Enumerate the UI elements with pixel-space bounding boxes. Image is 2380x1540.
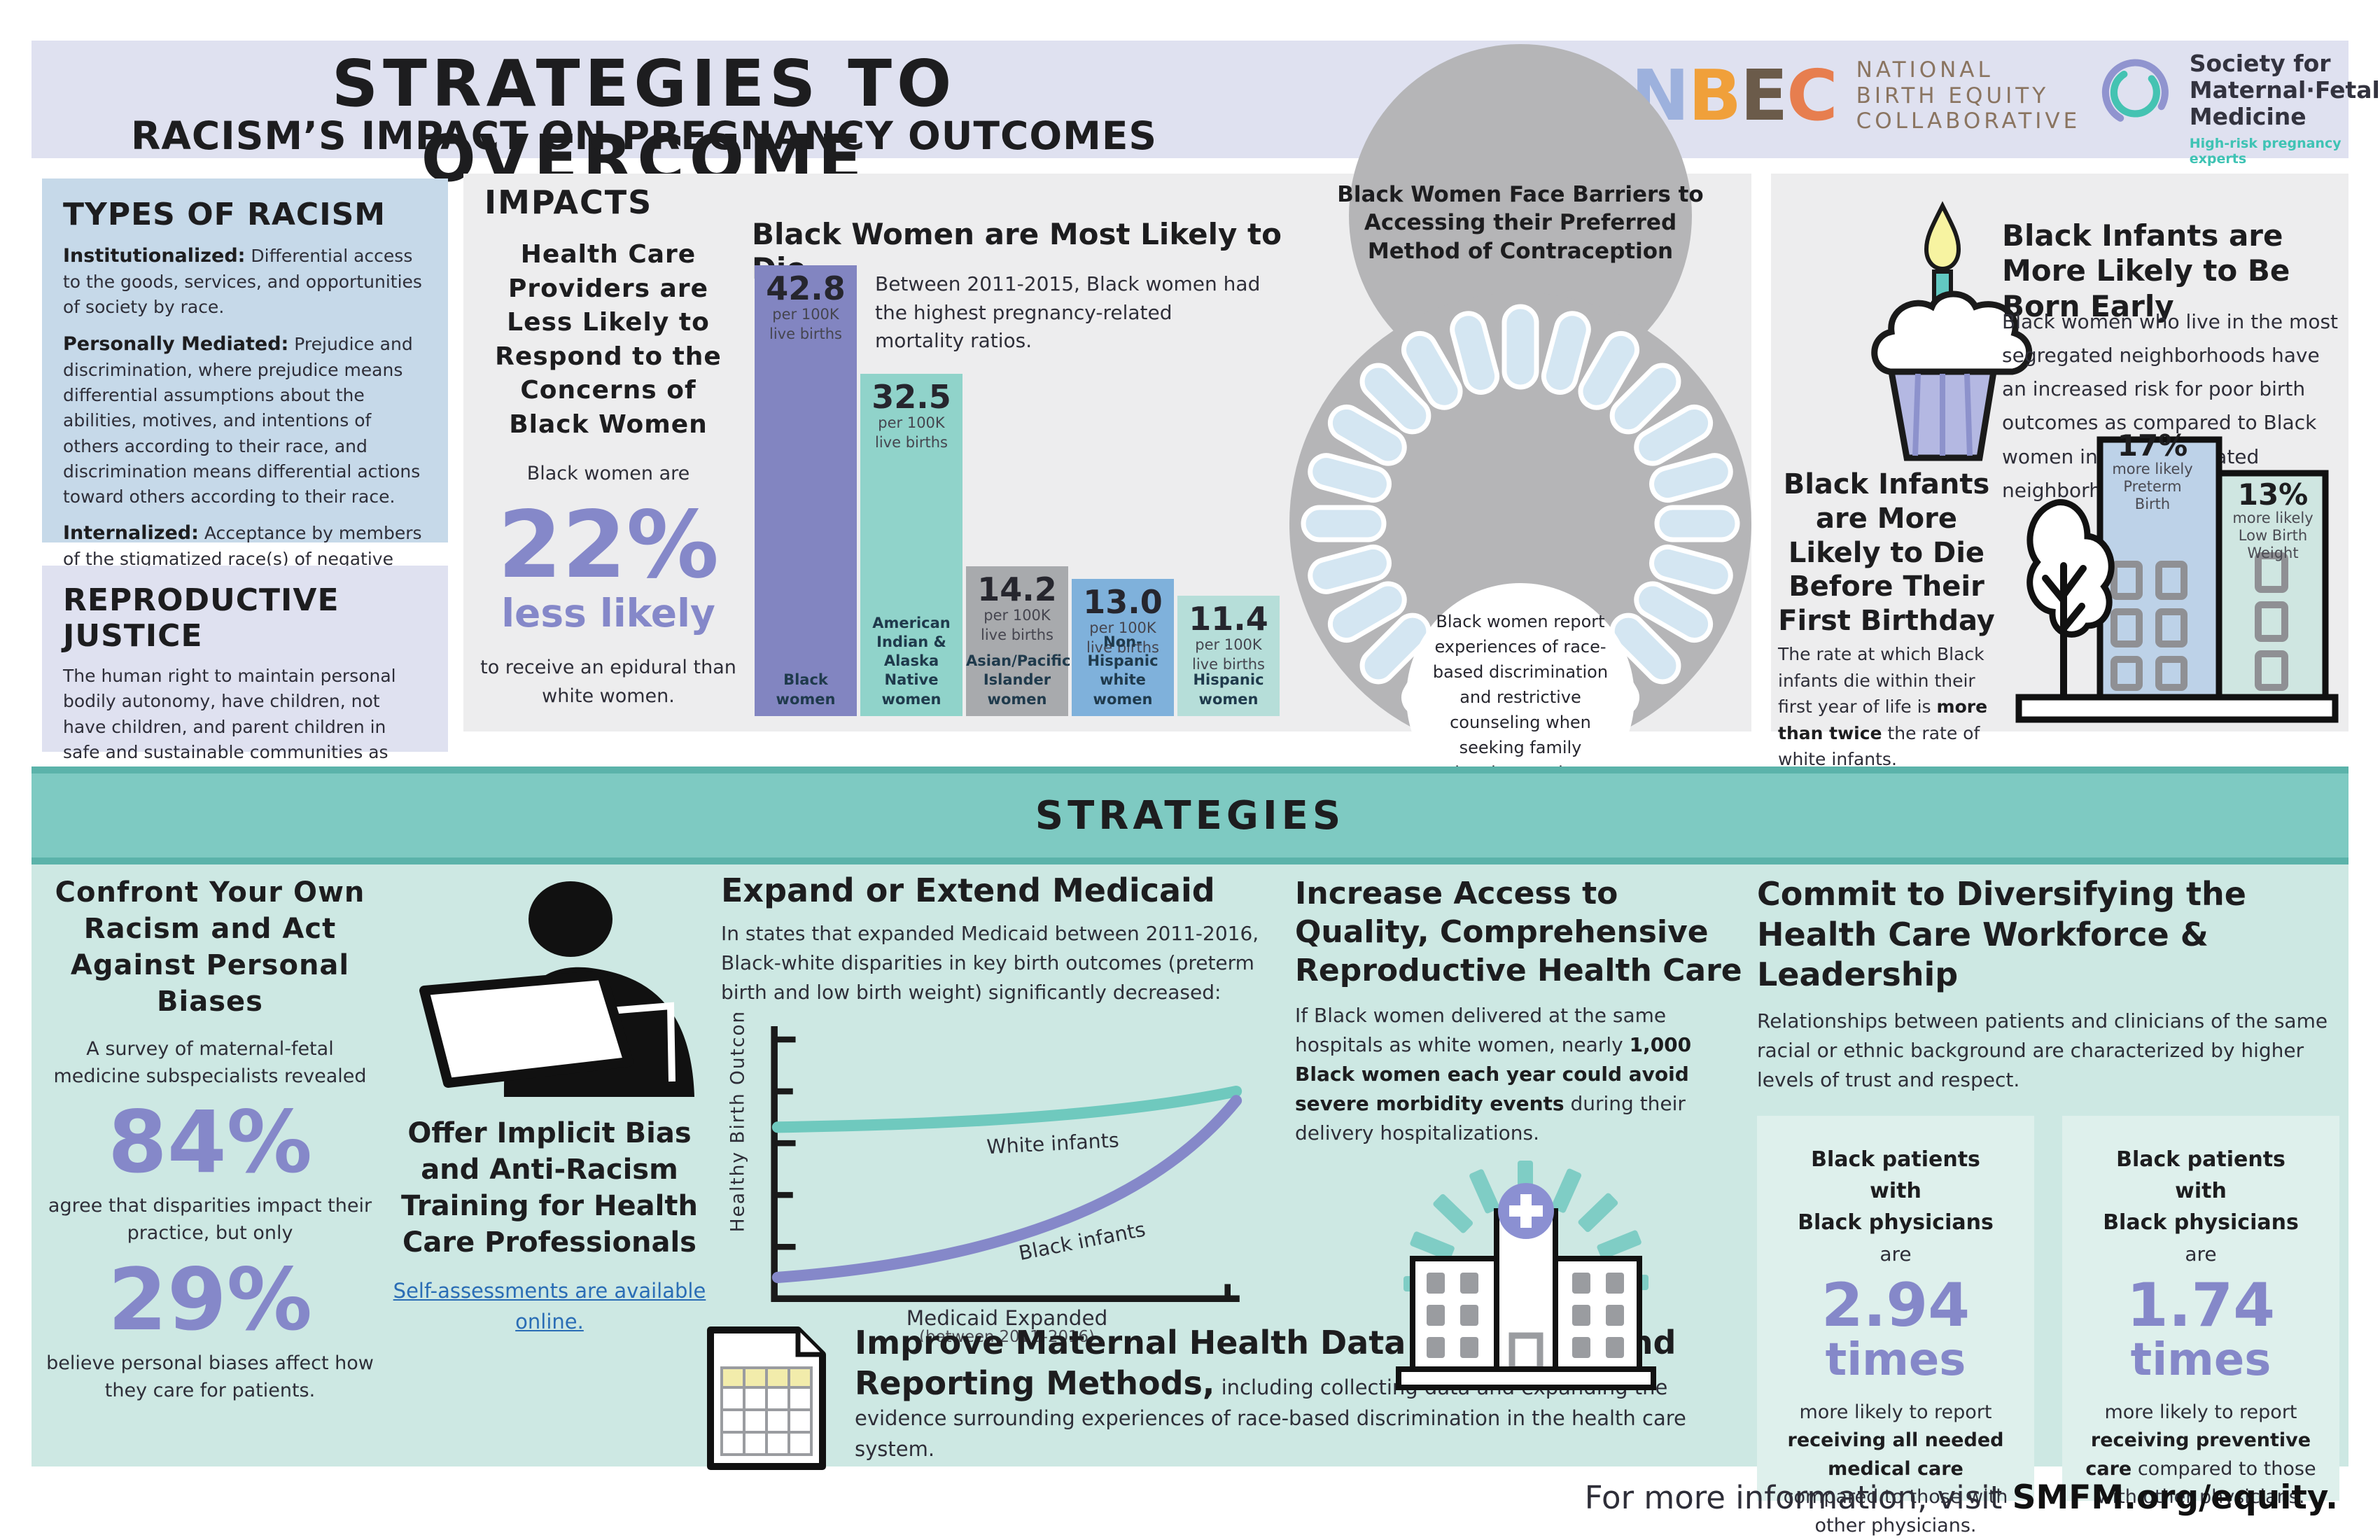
training-block: Offer Implicit Bias and Anti-Racism Trai… [382,878,718,1337]
smfm-logo: Society for Maternal·Fetal Medicine High… [2096,50,2380,167]
medicaid-line-chart: White infants Black infants Healthy Birt… [727,980,1242,1346]
epidural-stat: 22% [498,491,719,600]
svg-text:Medicaid Expanded: Medicaid Expanded [906,1306,1108,1330]
smfm-tagline: High-risk pregnancy experts [2189,135,2342,167]
infant-mortality-body: The rate at which Black infants die with… [1778,644,1988,769]
reproductive-justice-title: REPRODUCTIVE JUSTICE [63,582,340,654]
nbec-wordmark: NATIONAL BIRTH EQUITY COLLABORATIVE [1856,57,2081,134]
physician-stat-cards: Black patients with Black physicians are… [1757,1115,2342,1536]
epidural-tail: to receive an epidural than white women. [480,657,736,707]
contraception-title: Black Women Face Barriers to Accessing t… [1337,182,1704,264]
types-of-racism-box: TYPES OF RACISM Institutionalized: Diffe… [42,178,448,620]
confront-stat-84-text: agree that disparities impact their prac… [48,1195,372,1245]
spreadsheet-icon [707,1326,826,1470]
impacts-heading: IMPACTS [484,183,653,221]
svg-text:White infants: White infants [986,1128,1120,1158]
low-birth-weight-stat: 13% more likely Low Birth Weight [2232,477,2314,562]
smfm-circle-icon [2101,59,2169,126]
preterm-birth-stat: 17% more likely Preterm Birth [2112,428,2193,513]
bar-black-women: 42.8 per 100K live births Black women [755,265,857,716]
svg-text:Healthy Birth Outcomes: Healthy Birth Outcomes [727,1013,748,1232]
confront-stat-84: 84% [107,1093,312,1193]
epidural-lead: Black women are [526,462,690,484]
header-band [31,41,2348,158]
diversify-title: Commit to Diversifying the Health Care W… [1757,875,2246,993]
mortality-chart-subtitle: Between 2011-2015, Black women had the h… [875,272,1261,353]
bar-hispanic: 11.4 per 100K live births Hispanic women [1177,596,1280,716]
page-subtitle: RACISM’S IMPACT ON PREGNANCY OUTCOMES [130,113,1158,158]
racism-definition-institutionalized: Institutionalized: Differential access t… [63,245,422,318]
bar-non-hispanic-white: 13.0 per 100K live births Non-Hispanic w… [1072,579,1174,716]
diversify-block: Commit to Diversifying the Health Care W… [1757,874,2342,1536]
infant-mortality-title: Black Infants are More Likely to Die Bef… [1778,468,1995,638]
self-assessments-link[interactable]: Self-assessments are available online. [393,1279,706,1334]
buildings-icon [2015,436,2339,723]
confront-stat-29-text: believe personal biases affect how they … [46,1352,374,1401]
stat-card-preventive-care: Black patients with Black physicians are… [2062,1115,2339,1508]
born-early-title: Black Infants are More Likely to Be Born… [2002,218,2290,323]
confront-intro: A survey of maternal-fetal medicine subs… [53,1038,367,1088]
nbec-logo: NBEC NATIONAL BIRTH EQUITY COLLABORATIVE [1631,57,2080,134]
nbec-acronym-icon: NBEC [1631,54,1838,136]
confront-title: Confront Your Own Racism and Act Against… [55,876,365,1018]
stat-1-74: 1.74 [2126,1270,2276,1340]
diversify-body: Relationships between patients and clini… [1757,1009,2328,1091]
contraception-body: Black women report experiences of race-b… [1406,583,1634,811]
strategies-banner: STRATEGIES [31,766,2348,864]
medicaid-title: Expand or Extend Medicaid [721,872,1215,909]
cupcake-icon [1871,201,2033,461]
reproductive-justice-box: REPRODUCTIVE JUSTICE The human right to … [42,566,448,813]
epidural-stat-label: less likely [501,591,715,636]
confront-block: Confront Your Own Racism and Act Against… [46,874,374,1404]
confront-stat-29: 29% [107,1250,312,1350]
types-of-racism-title: TYPES OF RACISM [63,197,386,232]
bar-asian-pacific: 14.2 per 100K live births Asian/Pacific … [966,566,1070,716]
racism-definition-personally-mediated: Personally Mediated: Prejudice and discr… [63,332,421,507]
access-block: Increase Access to Quality, Comprehensiv… [1295,874,1743,1394]
mortality-bar-chart: 42.8 per 100K live births Black women 32… [755,265,1280,716]
medicaid-body: In states that expanded Medicaid between… [721,922,1259,1004]
strategies-panel: Confront Your Own Racism and Act Against… [31,864,2348,1536]
smfm-wordmark: Society for Maternal·Fetal Medicine [2189,50,2380,130]
stat-2-94: 2.94 [1821,1270,1970,1340]
person-laptop-icon [419,881,694,1097]
infants-panel: Black Infants are More Likely to Be Born… [1771,174,2348,769]
epidural-stat-block: Health Care Providers are Less Likely to… [480,238,736,710]
training-title: Offer Implicit Bias and Anti-Racism Trai… [401,1117,698,1259]
bar-american-indian: 32.5 per 100K live births American India… [860,374,962,716]
epidural-title: Health Care Providers are Less Likely to… [495,240,722,439]
medicaid-block: Expand or Extend Medicaid In states that… [721,872,1281,1346]
hospital-icon [1396,1161,1656,1390]
access-body: If Black women delivered at the same hos… [1295,1004,1692,1144]
strategies-banner-text: STRATEGIES [1035,792,1345,839]
stat-card-medical-care: Black patients with Black physicians are… [1757,1115,2034,1536]
footer: For more information, visit SMFM.org/equ… [1584,1478,2338,1517]
footer-url: SMFM.org/equity. [2012,1478,2338,1517]
access-title: Increase Access to Quality, Comprehensiv… [1295,876,1742,988]
impacts-panel: IMPACTS Health Care Providers are Less L… [463,44,1751,811]
